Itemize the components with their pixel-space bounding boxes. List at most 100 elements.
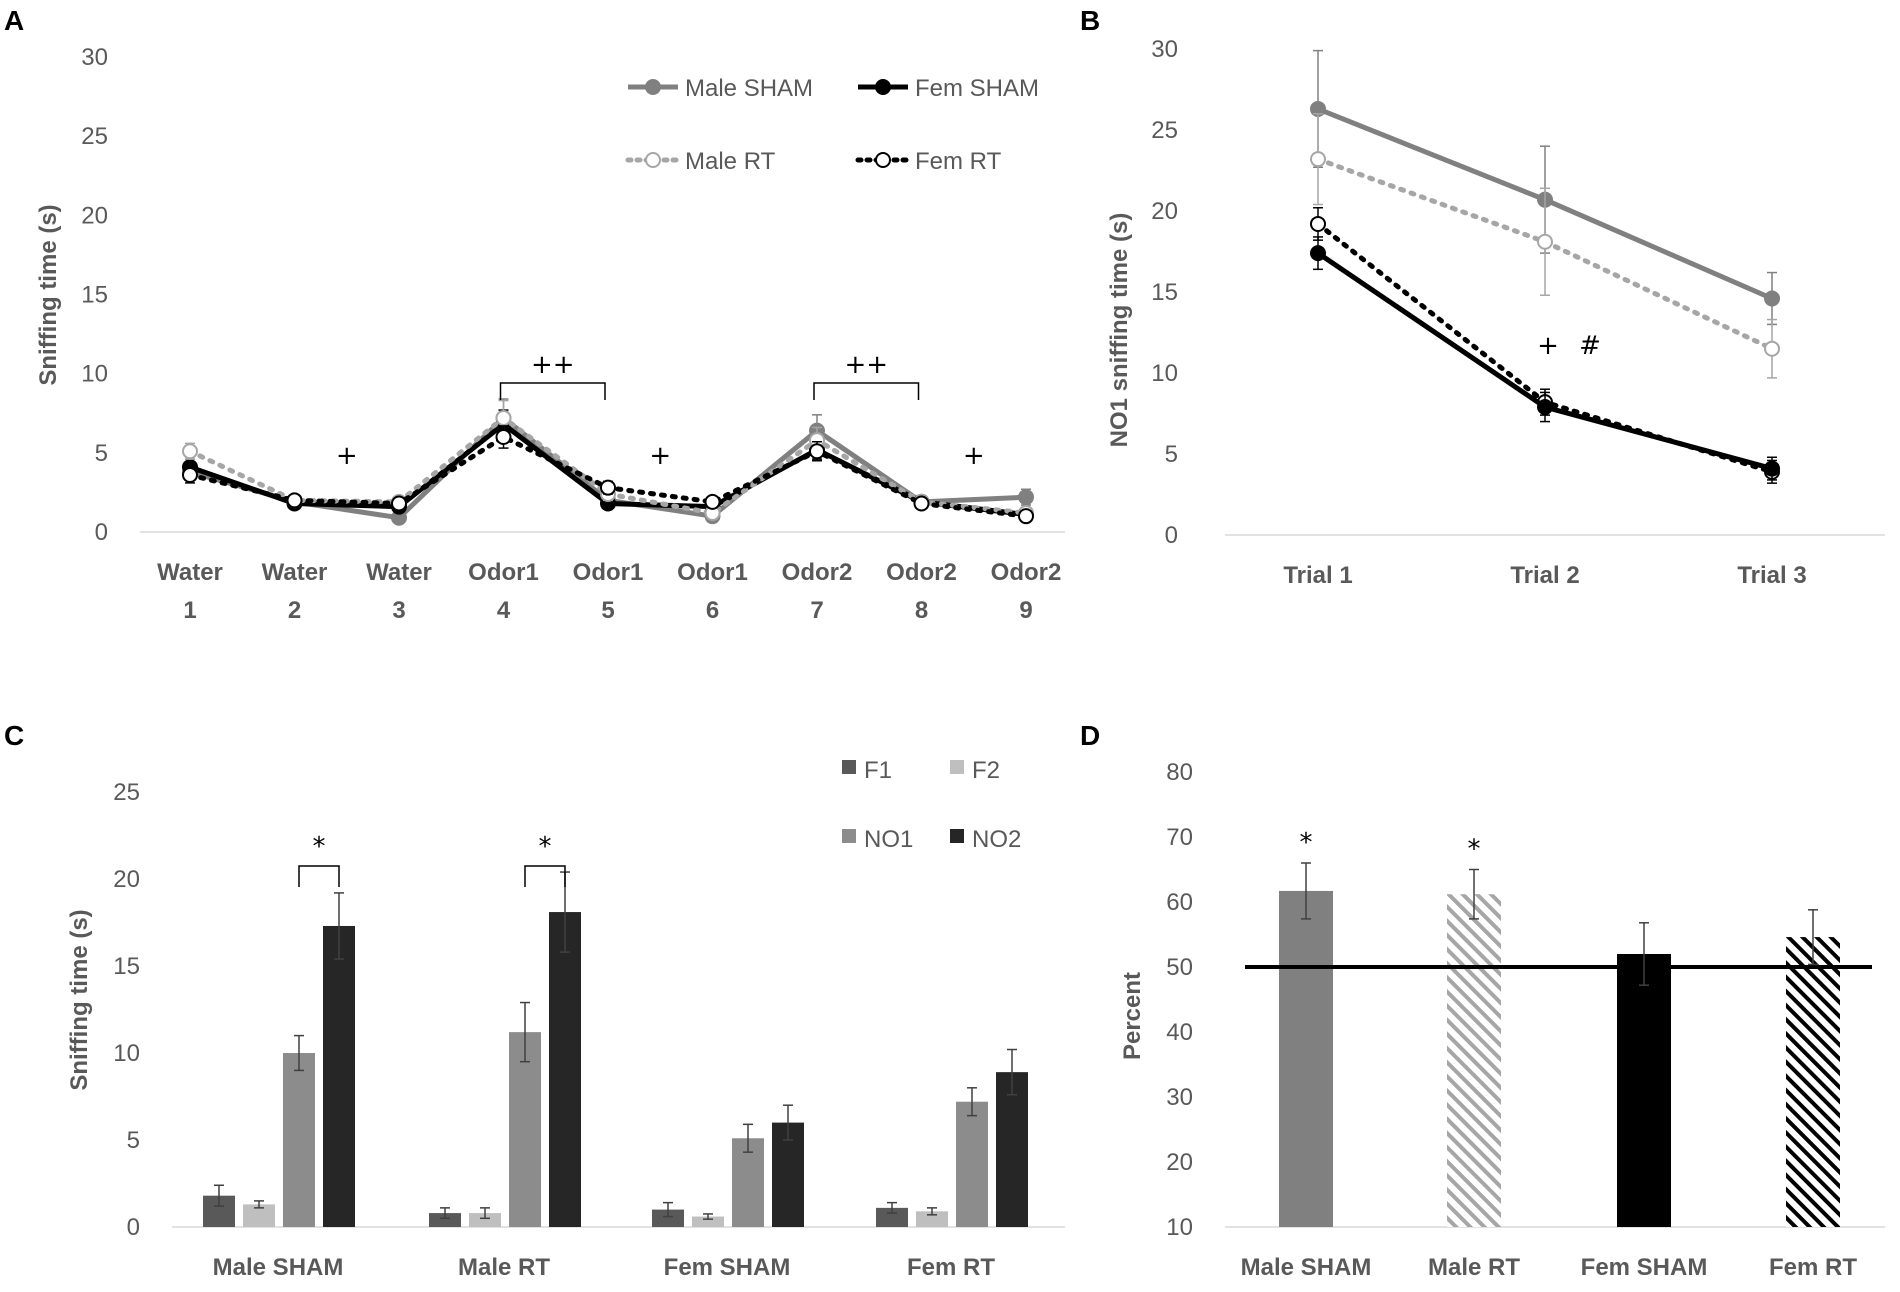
panel-a-xtick-bottom-1: 1 — [183, 597, 196, 624]
panel-c-xtick-male-rt: Male RT — [458, 1254, 550, 1281]
panel-d-ytick-80: 80 — [1166, 759, 1193, 786]
panel-b-y-axis-label: NO1 sniffing time (s) — [1106, 213, 1133, 448]
panel-b-xtick-trial-1: Trial 1 — [1283, 562, 1352, 589]
panel-c-error-f2-fem-sham — [703, 1213, 713, 1220]
panel-label-a: A — [4, 5, 24, 36]
panel-a-xtick-top-1: Water — [157, 559, 223, 586]
legend-swatch-f1 — [842, 760, 856, 774]
panel-c-bar-f2-male-sham — [243, 1204, 275, 1227]
panel-a-annotation-1: + — [336, 441, 358, 471]
panel-b-point-fem-rt-1 — [1310, 215, 1326, 232]
panel-a-point-male-rt-1 — [182, 443, 198, 460]
legend-label-no1: NO1 — [864, 826, 913, 853]
panel-d-ytick-60: 60 — [1166, 889, 1193, 916]
panel-d-ytick-40: 40 — [1166, 1019, 1193, 1046]
panel-c-annotation-male-rt: * — [539, 832, 552, 862]
legend-label-no2: NO2 — [972, 826, 1021, 853]
panel-c-bracket-male-rt — [524, 865, 566, 887]
panel-d-xtick-fem-sham: Fem SHAM — [1581, 1254, 1708, 1281]
panel-c-ytick-5: 5 — [127, 1127, 140, 1154]
panel-d-ytick-10: 10 — [1166, 1214, 1193, 1241]
panel-a-bracket-4 — [813, 382, 920, 400]
panel-c-bar-f1-fem-sham — [652, 1209, 684, 1227]
panel-a-point-fem-rt-2 — [286, 492, 303, 509]
panel-c-bar-no1-fem-rt — [956, 1101, 988, 1227]
panel-c-y-axis-label: Sniffing time (s) — [66, 909, 93, 1090]
panel-b-series-fem-sham — [1310, 236, 1780, 481]
panel-label-c: C — [4, 720, 24, 751]
panel-a-point-fem-rt-6 — [704, 493, 721, 510]
panel-d-xtick-male-sham: Male SHAM — [1241, 1254, 1372, 1281]
panel-a-xtick-bottom-3: 3 — [392, 597, 405, 624]
panel-c-legend: F1 F2 NO1 NO2 — [842, 757, 1021, 853]
panel-d-error-fem-rt — [1808, 909, 1818, 966]
panel-b-ytick-10: 10 — [1151, 360, 1178, 387]
panel-a-point-male-rt-4 — [495, 410, 512, 426]
panel-b-series-male-rt — [1310, 113, 1780, 379]
panel-d-error-fem-sham — [1639, 922, 1649, 986]
panel-d-error-male-rt — [1469, 868, 1479, 920]
panel-c-error-no1-fem-sham — [743, 1123, 753, 1153]
panel-d-ytick-20: 20 — [1166, 1149, 1193, 1176]
panel-c-bar-f1-male-rt — [429, 1213, 461, 1227]
panel-c-bar-f2-male-rt — [469, 1213, 501, 1227]
panel-b-point-fem-sham-1 — [1310, 245, 1326, 262]
panel-a-point-male-sham-9 — [1018, 489, 1034, 506]
panel-b-annotation-hash: # — [1579, 331, 1601, 361]
panel-a-point-fem-rt-8 — [913, 495, 930, 512]
panel-a-point-fem-rt-1 — [182, 467, 198, 483]
panel-c-error-f1-fem-rt — [887, 1201, 897, 1214]
panel-d-bar-chart: 10 20 30 40 50 60 70 80 Percent Male SHAM Male RT F… — [1119, 759, 1885, 1281]
panel-a-annotation-3: + — [649, 441, 671, 471]
panel-c-bracket-male-sham — [298, 865, 340, 887]
legend-swatch-no2 — [950, 829, 964, 843]
panel-a-xtick-top-2: Water — [262, 559, 328, 586]
panel-c-error-no1-male-sham — [294, 1034, 304, 1072]
panel-b-ytick-15: 15 — [1151, 279, 1178, 306]
panel-c-ytick-20: 20 — [113, 866, 140, 893]
panel-c-xtick-male-sham: Male SHAM — [213, 1254, 344, 1281]
panel-a-legend: Male SHAM Fem SHAM Male RT Fem RT — [625, 75, 1039, 175]
panel-a-bracket-2 — [499, 382, 606, 400]
panel-a-annotation-5: + — [963, 441, 985, 471]
panel-d-error-male-sham — [1301, 862, 1311, 920]
panel-c-series-f2 — [243, 1200, 948, 1227]
panel-a-ytick-10: 10 — [81, 361, 108, 388]
panel-c-series-f1 — [203, 1184, 908, 1227]
panel-a-xtick-bottom-6: 6 — [706, 597, 719, 624]
legend-label-male-rt: Male RT — [685, 148, 776, 175]
panel-c-bar-f2-fem-rt — [916, 1211, 948, 1227]
panel-b-point-male-rt-3 — [1764, 340, 1780, 357]
panel-a-xtick-top-3: Water — [366, 559, 432, 586]
panel-c-bar-no2-fem-rt — [996, 1072, 1028, 1227]
legend-marker-male-rt — [645, 152, 661, 168]
panel-c-bar-no2-male-sham — [323, 925, 355, 1227]
panel-b-point-fem-sham-2 — [1537, 399, 1553, 416]
panel-a-ytick-20: 20 — [81, 202, 108, 229]
panel-a-point-fem-rt-4 — [495, 429, 512, 445]
panel-a-xtick-bottom-2: 2 — [288, 597, 301, 624]
panel-c-ytick-25: 25 — [113, 779, 140, 806]
panel-a-xtick-bottom-5: 5 — [601, 597, 614, 624]
panel-a-point-fem-rt-3 — [391, 495, 407, 512]
panel-c-annotation-male-sham: * — [313, 832, 326, 862]
panel-c-xtick-fem-rt: Fem RT — [907, 1254, 995, 1281]
panel-c-series-no1 — [283, 1001, 988, 1227]
panel-a-ytick-15: 15 — [81, 282, 108, 309]
panel-a-point-male-sham-3 — [391, 509, 407, 526]
panel-c-bar-f1-fem-rt — [876, 1207, 908, 1227]
panel-a-point-fem-rt-7 — [809, 443, 825, 460]
legend-swatch-f2 — [950, 760, 964, 774]
legend-marker-fem-sham — [875, 79, 891, 95]
panel-d-bar-male-sham — [1279, 890, 1333, 1227]
panel-label-b: B — [1080, 5, 1100, 36]
panel-b-annotation-plus: + — [1537, 331, 1559, 361]
panel-a-y-axis-label: Sniffing time (s) — [35, 204, 62, 385]
panel-d-y-axis-label: Percent — [1119, 972, 1146, 1060]
panel-a-series-fem-sham — [182, 409, 1034, 523]
panel-a-annotation-4: ++ — [844, 350, 888, 380]
legend-label-f1: F1 — [864, 757, 892, 784]
panel-label-d: D — [1080, 720, 1100, 751]
panel-a-annotation-2: ++ — [531, 350, 575, 380]
